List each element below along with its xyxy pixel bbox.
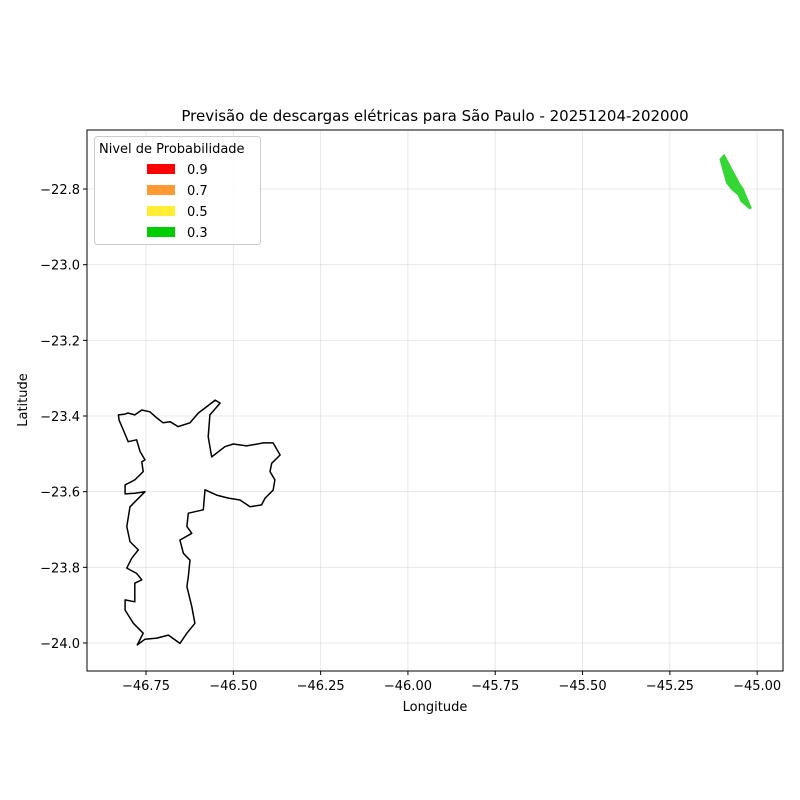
- x-tick-label: −46.25: [297, 679, 345, 694]
- legend-swatch: [147, 206, 175, 216]
- y-axis: −22.8 −23.0 −23.2 −23.4 −23.6 −23.8 −24.0: [40, 183, 87, 652]
- legend-swatch: [147, 227, 175, 237]
- y-tick-label: −23.8: [40, 561, 80, 576]
- x-tick-label: −46.00: [384, 679, 432, 694]
- x-tick-label: −46.50: [209, 679, 257, 694]
- chart-title: Previsão de descargas elétricas para São…: [181, 107, 688, 125]
- x-axis-label: Longitude: [403, 700, 468, 715]
- legend-label: 0.5: [187, 205, 208, 220]
- y-axis-label: Latitude: [16, 373, 31, 427]
- y-tick-label: −23.4: [40, 410, 80, 425]
- legend-frame: [94, 136, 261, 245]
- x-tick-label: −45.50: [558, 679, 606, 694]
- x-tick-label: −45.75: [471, 679, 519, 694]
- y-tick-label: −23.0: [40, 259, 80, 274]
- axes-frame: [86, 129, 784, 672]
- grid: [87, 130, 783, 671]
- legend-title: Nivel de Probabilidade: [99, 142, 245, 157]
- legend-label: 0.3: [187, 226, 208, 241]
- sao-paulo-boundary: [117, 399, 281, 646]
- x-tick-label: −45.25: [646, 679, 694, 694]
- x-tick-label: −46.75: [122, 679, 170, 694]
- y-tick-label: −23.2: [40, 334, 80, 349]
- x-tick-label: −45.00: [733, 679, 781, 694]
- legend-label: 0.7: [187, 184, 208, 199]
- probability-area-0.3: [719, 153, 752, 210]
- legend-swatch: [147, 164, 175, 174]
- legend-label: 0.9: [187, 163, 208, 178]
- x-axis: −46.75 −46.50 −46.25 −46.00 −45.75 −45.50 −45.…: [122, 671, 781, 694]
- legend-swatch: [147, 185, 175, 195]
- y-tick-label: −24.0: [40, 637, 80, 652]
- y-tick-label: −23.6: [40, 486, 80, 501]
- plot-area: [117, 153, 752, 646]
- y-tick-label: −22.8: [40, 183, 80, 198]
- legend: Nivel de Probabilidade 0.9 0.7 0.5 0.3: [94, 136, 261, 245]
